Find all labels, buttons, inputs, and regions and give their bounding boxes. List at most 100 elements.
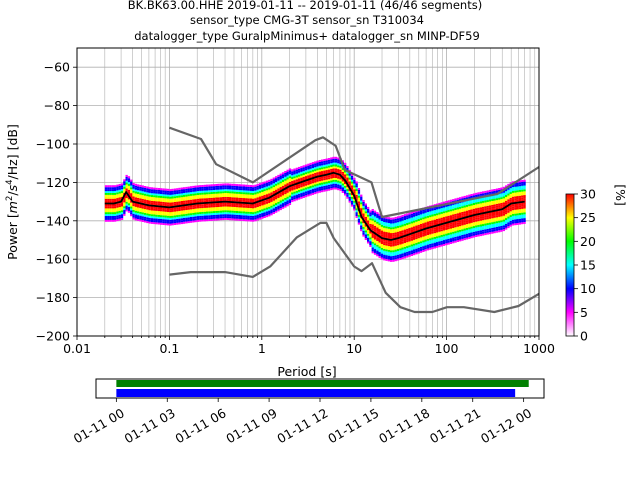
heatmap-cell (143, 210, 147, 213)
heatmap-cell (394, 216, 397, 219)
heatmap-cell (268, 214, 271, 217)
heatmap-cell (183, 187, 186, 190)
heatmap-cell (344, 176, 347, 179)
heatmap-cell (511, 223, 515, 226)
heatmap-cell (300, 183, 303, 186)
heatmap-cell (477, 205, 480, 208)
heatmap-cell (291, 190, 294, 193)
heatmap-cell (482, 204, 485, 207)
heatmap-cell (164, 196, 167, 199)
y-tick-label: −100 (36, 137, 70, 152)
heatmap-cell (403, 242, 407, 245)
heatmap-cell (141, 218, 144, 221)
heatmap-cell (141, 216, 144, 219)
heatmap-cell (472, 233, 476, 236)
heatmap-cell (330, 176, 333, 179)
heatmap-cell (417, 238, 420, 241)
heatmap-cell (171, 208, 174, 210)
heatmap-cell (392, 221, 395, 224)
heatmap-cell (447, 204, 450, 207)
heatmap-cell (104, 204, 108, 207)
heatmap-cell (295, 198, 298, 201)
heatmap-cell (463, 238, 466, 241)
heatmap-cell (495, 221, 499, 224)
heatmap-cell (465, 212, 469, 215)
heatmap-cell (109, 189, 112, 192)
heatmap-cell (114, 204, 117, 207)
heatmap-cell (325, 185, 328, 188)
heatmap-cell (166, 204, 170, 207)
heatmap-cell (258, 217, 262, 220)
heatmap-cell (275, 189, 278, 192)
heatmap-cell (486, 232, 489, 235)
heatmap-cell (229, 185, 232, 188)
heatmap-cell (511, 192, 515, 195)
heatmap-cell (134, 204, 137, 207)
heatmap-cell (215, 189, 218, 192)
heatmap-cell (265, 184, 269, 187)
heatmap-cell (203, 219, 206, 222)
heatmap-cell (495, 228, 499, 231)
heatmap-cell (116, 219, 119, 222)
heatmap-cell (436, 213, 439, 216)
heatmap-cell (189, 192, 193, 194)
heatmap-cell (447, 209, 450, 212)
heatmap-cell (454, 238, 457, 241)
heatmap-cell (436, 209, 439, 212)
heatmap-cell (261, 186, 264, 189)
heatmap-cell (461, 231, 464, 234)
heatmap-cell (268, 179, 271, 182)
heatmap-cell (452, 239, 455, 242)
heatmap-cell (468, 229, 471, 232)
heatmap-cell (419, 241, 423, 244)
heatmap-cell (245, 186, 248, 189)
heatmap-cell (210, 190, 213, 193)
heatmap-cell (132, 213, 135, 216)
heatmap-cell (215, 218, 218, 221)
heatmap-cell (341, 187, 344, 190)
heatmap-cell (254, 184, 257, 187)
heatmap-cell (426, 208, 430, 211)
heatmap-cell (139, 184, 142, 187)
heatmap-cell (272, 181, 275, 184)
heatmap-cell (325, 181, 328, 184)
heatmap-cell (240, 218, 243, 221)
heatmap-cell (160, 222, 163, 225)
heatmap-cell (468, 213, 471, 216)
heatmap-cell (429, 247, 432, 250)
heatmap-cell (265, 188, 269, 191)
heatmap-cell (383, 227, 386, 230)
heatmap-cell (396, 222, 400, 225)
heatmap-cell (456, 240, 459, 242)
heatmap-cell (360, 194, 363, 197)
heatmap-cell (164, 190, 167, 193)
heatmap-cell (327, 188, 331, 191)
heatmap-cell (217, 199, 220, 202)
heatmap-cell (183, 198, 186, 201)
heatmap-cell (222, 218, 225, 221)
heatmap-cell (157, 222, 160, 225)
heatmap-cell (472, 231, 476, 234)
heatmap-cell (229, 210, 232, 213)
heatmap-cell (452, 237, 455, 240)
heatmap-cell (107, 191, 110, 193)
heatmap-cell (482, 210, 485, 213)
heatmap-cell (521, 204, 524, 207)
heatmap-cell (341, 179, 344, 182)
heatmap-cell (286, 169, 289, 172)
heatmap-cell (111, 212, 114, 215)
heatmap-cell (240, 186, 243, 189)
heatmap-cell (252, 200, 255, 203)
heatmap-cell (341, 185, 344, 188)
heatmap-cell (111, 216, 114, 218)
heatmap-cell (176, 193, 179, 196)
heatmap-cell (440, 219, 443, 222)
heatmap-cell (516, 209, 519, 212)
heatmap-cell (337, 161, 340, 164)
heatmap-cell (477, 217, 480, 220)
heatmap-cell (114, 210, 117, 213)
heatmap-cell (171, 200, 174, 203)
heatmap-cell (452, 199, 455, 202)
heatmap-cell (461, 211, 464, 214)
heatmap-cell (376, 217, 379, 220)
